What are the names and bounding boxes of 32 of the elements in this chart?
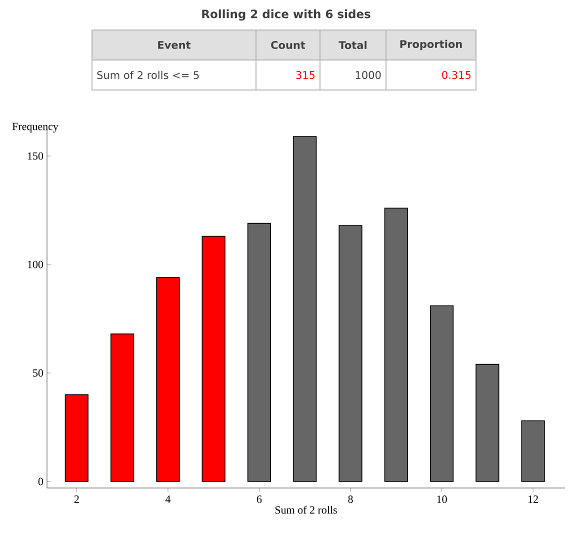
chart-title: Rolling 2 dice with 6 sides <box>202 9 370 21</box>
y-tick-label: 150 <box>28 152 44 160</box>
x-tick-label: 6 <box>256 496 262 503</box>
x-tick-label: 10 <box>437 496 447 503</box>
x-tick-label: 4 <box>165 496 171 503</box>
y-tick-label: 100 <box>28 260 44 268</box>
x-tick-label: 2 <box>74 496 79 503</box>
bar <box>110 334 134 482</box>
y-axis-title: Frequency <box>12 122 58 132</box>
x-tick-label: 12 <box>528 496 538 503</box>
bar <box>521 420 545 482</box>
x-tick-label: 8 <box>348 496 353 503</box>
y-tick-label: 50 <box>33 369 44 377</box>
x-axis-title: Sum of 2 rolls <box>275 506 337 514</box>
bar <box>430 305 454 482</box>
bar <box>476 364 500 482</box>
text: 315 <box>296 71 315 79</box>
bar <box>338 225 362 482</box>
bar <box>202 236 226 482</box>
text: Count <box>271 41 306 49</box>
text: 1000 <box>356 71 381 79</box>
text: Event <box>158 41 191 49</box>
y-tick-label: 0 <box>38 478 44 486</box>
text: Sum of 2 rolls <= 5 <box>97 70 199 80</box>
bar <box>293 136 317 482</box>
bar <box>247 222 272 482</box>
text: Total <box>338 40 366 50</box>
bar <box>156 277 180 482</box>
bar <box>384 208 408 482</box>
bar <box>64 394 88 482</box>
text: Proportion <box>400 40 462 50</box>
text: 0.315 <box>442 71 471 79</box>
